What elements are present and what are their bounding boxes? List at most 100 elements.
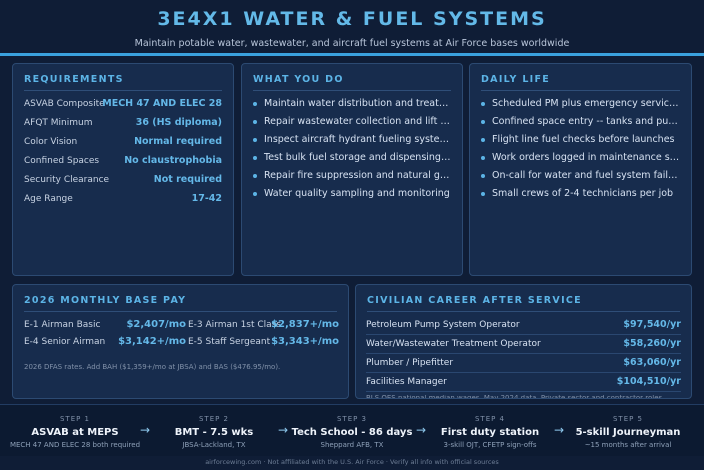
step-number: STEP 3	[336, 415, 368, 423]
page-title: 3E4X1 WATER & FUEL SYSTEMS	[157, 8, 547, 30]
civilian-job-row: Water/Wastewater Treatment Operator $58,…	[366, 335, 681, 354]
requirement-row: Age Range 17-42	[24, 190, 222, 209]
civilian-job-salary: $104,510/yr	[616, 376, 681, 387]
civilian-career-title: CIVILIAN CAREER AFTER SERVICE	[367, 295, 582, 306]
civilian-job-row: Plumber / Pipefitter $63,060/yr	[366, 354, 681, 373]
civilian-job-title: Water/Wastewater Treatment Operator	[366, 339, 541, 349]
step-detail: JBSA-Lackland, TX	[182, 441, 246, 449]
step-title: 5-skill Journeyman	[575, 427, 681, 438]
step-2: STEP 2 BMT - 7.5 wks JBSA-Lackland, TX	[144, 405, 284, 457]
career-path-steps: STEP 1 ASVAB at MEPS MECH 47 AND ELEC 28…	[0, 404, 704, 456]
bullet-icon	[253, 174, 257, 178]
list-item-text: Confined space entry -- tanks and pump..…	[492, 116, 681, 127]
list-item: Maintain water distribution and treatmen…	[253, 98, 452, 116]
pay-grade: E-4 Senior Airman $3,142+/mo	[24, 335, 186, 351]
daily-life-title: DAILY LIFE	[481, 74, 551, 85]
divider	[253, 90, 451, 91]
divider	[481, 90, 680, 91]
what-you-do-card: WHAT YOU DO Maintain water distribution …	[241, 63, 463, 276]
bullet-icon	[481, 102, 485, 106]
list-item: Repair wastewater collection and lift st…	[253, 116, 452, 134]
requirement-row: Confined Spaces No claustrophobia	[24, 152, 222, 171]
step-detail: Sheppard AFB, TX	[320, 441, 384, 449]
bullet-icon	[481, 174, 485, 178]
civilian-job-salary: $97,540/yr	[623, 319, 681, 330]
list-item: Repair fire suppression and natural gas …	[253, 170, 452, 188]
requirement-value: 36 (HS diploma)	[135, 117, 222, 128]
what-you-do-title: WHAT YOU DO	[253, 74, 344, 85]
civilian-job-title: Facilities Manager	[366, 377, 447, 387]
requirement-label: Confined Spaces	[24, 156, 100, 166]
civilian-footnote: BLS OES national median wages, May 2024 …	[366, 395, 663, 399]
base-pay-card: 2026 MONTHLY BASE PAY E-1 Airman Basic $…	[12, 284, 349, 399]
requirement-value: Not required	[153, 174, 222, 185]
divider	[24, 90, 222, 91]
requirement-label: ASVAB Composite	[24, 99, 105, 109]
requirement-label: Security Clearance	[24, 175, 110, 185]
page-header: 3E4X1 WATER & FUEL SYSTEMS Maintain pota…	[0, 0, 704, 56]
list-item-text: Inspect aircraft hydrant fueling systems	[264, 134, 452, 145]
pay-footnote: 2026 DFAS rates. Add BAH ($1,359+/mo at …	[24, 363, 281, 371]
pay-grade-value: $3,343+/mo	[271, 336, 339, 347]
civilian-job-title: Plumber / Pipefitter	[366, 358, 454, 368]
requirement-value: 17-42	[191, 193, 222, 204]
list-item: Small crews of 2-4 technicians per job	[481, 188, 681, 206]
bullet-icon	[253, 102, 257, 106]
list-item-text: Maintain water distribution and treatmen…	[264, 98, 452, 109]
requirement-label: Age Range	[24, 194, 73, 204]
list-item-text: Repair fire suppression and natural gas …	[264, 170, 452, 181]
list-item-text: Test bulk fuel storage and dispensing un…	[264, 152, 452, 163]
requirement-label: AFQT Minimum	[24, 118, 93, 128]
arrow-right-icon: →	[277, 423, 289, 437]
list-item-text: Repair wastewater collection and lift st…	[264, 116, 452, 127]
page-footer: airforcewing.com · Not affiliated with t…	[205, 458, 499, 466]
page-subtitle: Maintain potable water, wastewater, and …	[134, 38, 570, 49]
step-title: ASVAB at MEPS	[31, 427, 119, 438]
list-item-text: On-call for water and fuel system failur…	[492, 170, 681, 181]
header-divider	[0, 53, 704, 56]
pay-grade-label: E-5 Staff Sergeant	[188, 337, 271, 347]
requirement-value: MECH 47 AND ELEC 28	[102, 98, 222, 109]
pay-grade-value: $3,142+/mo	[118, 336, 186, 347]
step-4: STEP 4 First duty station 3-skill OJT, C…	[420, 405, 560, 457]
step-title: First duty station	[440, 427, 540, 438]
requirement-row: AFQT Minimum 36 (HS diploma)	[24, 114, 222, 133]
step-number: STEP 1	[59, 415, 91, 423]
requirement-row: ASVAB Composite MECH 47 AND ELEC 28	[24, 95, 222, 114]
pay-grade-value: $2,407/mo	[126, 319, 186, 330]
requirement-row: Security Clearance Not required	[24, 171, 222, 190]
pay-grade-value: $2,837+/mo	[271, 319, 339, 330]
pay-grade-label: E-4 Senior Airman	[24, 337, 106, 347]
list-item: Test bulk fuel storage and dispensing un…	[253, 152, 452, 170]
list-item: Flight line fuel checks before launches	[481, 134, 681, 152]
requirement-label: Color Vision	[24, 137, 78, 147]
requirement-value: Normal required	[134, 136, 222, 147]
bullet-icon	[481, 138, 485, 142]
duty-list: Maintain water distribution and treatmen…	[253, 98, 452, 206]
list-item: Scheduled PM plus emergency service c...	[481, 98, 681, 116]
daily-life-card: DAILY LIFE Scheduled PM plus emergency s…	[469, 63, 692, 276]
bullet-icon	[481, 192, 485, 196]
bullet-icon	[253, 120, 257, 124]
civilian-career-card: CIVILIAN CAREER AFTER SERVICE Petroleum …	[355, 284, 692, 399]
list-item: Confined space entry -- tanks and pump..…	[481, 116, 681, 134]
requirements-card: REQUIREMENTS ASVAB Composite MECH 47 AND…	[12, 63, 234, 276]
daily-life-list: Scheduled PM plus emergency service c...…	[481, 98, 681, 206]
step-number: STEP 2	[198, 415, 230, 423]
step-title: BMT - 7.5 wks	[174, 427, 254, 438]
list-item: On-call for water and fuel system failur…	[481, 170, 681, 188]
pay-grade: E-5 Staff Sergeant $3,343+/mo	[188, 335, 339, 351]
list-item: Water quality sampling and monitoring	[253, 188, 452, 206]
bullet-icon	[253, 192, 257, 196]
civilian-job-row: Petroleum Pump System Operator $97,540/y…	[366, 316, 681, 335]
pay-grade-label: E-3 Airman 1st Class	[188, 320, 282, 330]
step-detail: 3-skill OJT, CFETP sign-offs	[443, 441, 537, 449]
bullet-icon	[253, 156, 257, 160]
step-1: STEP 1 ASVAB at MEPS MECH 47 AND ELEC 28…	[5, 405, 145, 457]
bullet-icon	[481, 120, 485, 124]
arrow-right-icon: →	[415, 423, 427, 437]
civilian-job-title: Petroleum Pump System Operator	[366, 320, 520, 330]
requirements-title: REQUIREMENTS	[24, 74, 124, 85]
bullet-icon	[481, 156, 485, 160]
list-item-text: Scheduled PM plus emergency service c...	[492, 98, 681, 109]
